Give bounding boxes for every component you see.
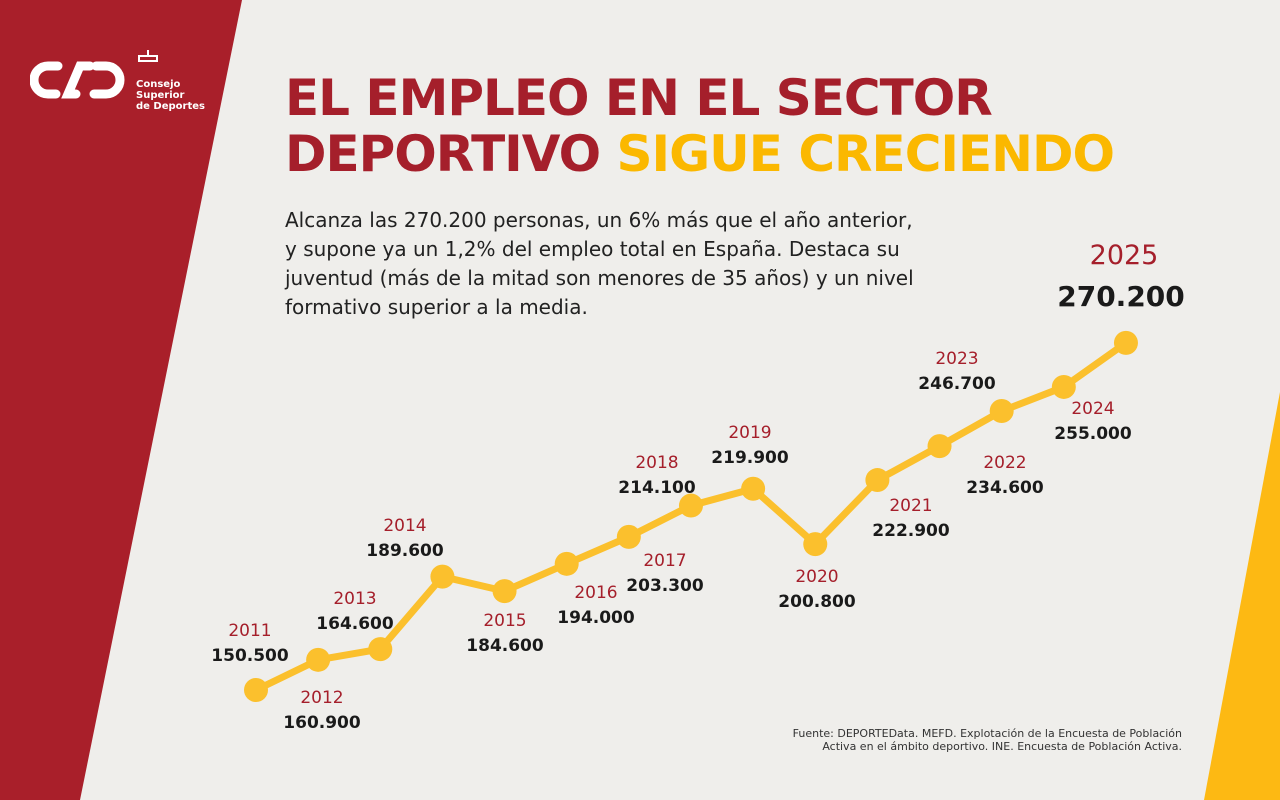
value-label: 189.600 [366,541,444,561]
data-point [989,399,1014,424]
data-point [306,647,331,672]
crown-icon [138,50,158,62]
year-label: 2013 [333,589,376,609]
value-label: 160.900 [283,713,361,733]
value-label: 222.900 [872,521,950,541]
source-note: Fuente: DEPORTEData. MEFD. Explotación d… [742,727,1182,753]
data-point [368,637,393,662]
title-highlight: SIGUE CRECIENDO [616,125,1115,183]
data-point [927,434,952,459]
yellow-corner-band [1204,392,1280,800]
data-point [865,468,890,493]
data-point [554,551,579,576]
year-label: 2017 [643,551,686,571]
logo-text: Consejo Superior de Deportes [136,79,205,112]
csd-logo-icon [30,61,125,99]
data-point [1051,374,1076,399]
year-label: 2022 [983,453,1026,473]
data-point [244,678,268,702]
title-line-1: EL EMPLEO EN EL SECTOR [285,69,993,127]
csd-logo: Consejo Superior de Deportes [30,48,205,112]
year-label: 2019 [728,423,771,443]
value-label: 270.200 [1057,280,1185,313]
year-label: 2014 [383,516,426,536]
logo-line: Superior [136,90,185,101]
value-label: 150.500 [211,646,289,666]
logo-line: de Deportes [136,101,205,112]
title-red-part: DEPORTIVO [285,125,601,183]
source-line: Fuente: DEPORTEData. MEFD. Explotación d… [792,727,1182,740]
value-label: 184.600 [466,636,544,656]
year-label: 2012 [300,688,343,708]
year-label: 2025 [1090,240,1159,271]
data-point [741,476,766,501]
data-point [803,532,828,557]
source-line: Activa en el ámbito deportivo. INE. Encu… [822,740,1182,753]
year-label: 2015 [483,611,526,631]
year-label: 2018 [635,453,678,473]
value-label: 234.600 [966,478,1044,498]
value-label: 164.600 [316,614,394,634]
data-point [492,579,517,604]
crown-and-text: Consejo Superior de Deportes [136,48,205,112]
year-label: 2021 [889,496,932,516]
value-label: 214.100 [618,478,696,498]
data-point [678,493,703,518]
data-point [616,524,641,549]
description: Alcanza las 270.200 personas, un 6% más … [285,208,914,319]
value-label: 200.800 [778,592,856,612]
year-label: 2020 [795,567,838,587]
value-label: 203.300 [626,576,704,596]
data-point [1113,330,1138,355]
year-label: 2023 [935,349,978,369]
value-label: 194.000 [557,608,635,628]
red-side-band [0,0,242,800]
data-point [430,564,455,589]
value-label: 246.700 [918,374,996,394]
value-label: 219.900 [711,448,789,468]
logo-line: Consejo [136,79,181,90]
year-label: 2024 [1071,399,1114,419]
year-label: 2016 [574,583,617,603]
value-label: 255.000 [1054,424,1132,444]
year-label: 2011 [228,621,271,641]
title-line-2: DEPORTIVO SIGUE CRECIENDO [285,125,1115,183]
page-title: EL EMPLEO EN EL SECTOR DEPORTIVO SIGUE C… [285,69,1115,183]
